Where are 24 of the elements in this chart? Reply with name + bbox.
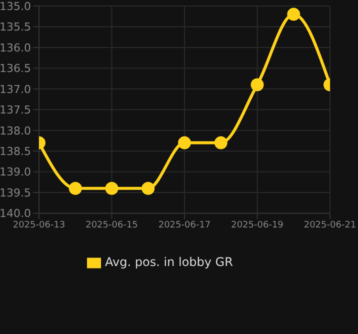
y-tick-label: 137.0 bbox=[0, 82, 31, 96]
y-tick-label: 137.5 bbox=[0, 104, 31, 117]
y-tick-label: 135.0 bbox=[0, 0, 31, 13]
point bbox=[105, 182, 118, 195]
y-tick-label: 136.0 bbox=[0, 41, 31, 54]
point bbox=[68, 182, 82, 195]
y-tick-label: 136.5 bbox=[0, 62, 31, 76]
point bbox=[178, 136, 191, 150]
point bbox=[287, 8, 300, 21]
point bbox=[214, 136, 228, 150]
point bbox=[250, 78, 264, 92]
y-tick-label: 138.0 bbox=[0, 124, 31, 138]
legend-label: Avg. pos. in lobby GR bbox=[105, 255, 233, 270]
x-tick-label: 2025-06-15 bbox=[86, 220, 138, 231]
point bbox=[142, 182, 155, 195]
x-tick-label: 2025-06-21 bbox=[304, 220, 356, 231]
y-tick-label: 140.0 bbox=[0, 207, 31, 220]
y-tick-label: 139.5 bbox=[0, 186, 31, 200]
y-tick-label: 139.0 bbox=[0, 166, 31, 179]
y-tick-label: 135.5 bbox=[0, 20, 31, 34]
x-tick-label: 2025-06-13 bbox=[12, 220, 66, 231]
y-tick-label: 138.5 bbox=[0, 145, 31, 158]
x-tick-label: 2025-06-19 bbox=[231, 220, 284, 231]
x-tick-label: 2025-06-17 bbox=[158, 220, 211, 231]
